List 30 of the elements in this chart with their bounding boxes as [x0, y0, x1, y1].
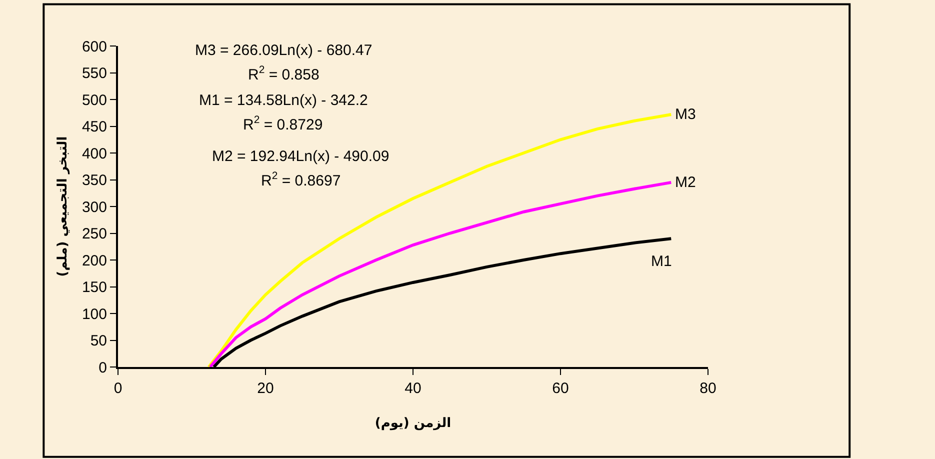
y-tick-label: 200 [82, 252, 107, 270]
y-axis-title: التبخر التجميعي (ملم) [55, 136, 70, 277]
annotation: R$^{2}$ = 0.858 [248, 64, 320, 84]
y-tick-label: 0 [98, 359, 107, 376]
y-tick-label: 450 [82, 118, 107, 136]
y-tick-label: 100 [82, 306, 107, 323]
y-tick-label: 600 [82, 38, 107, 56]
y-tick-label: 50 [90, 332, 107, 350]
annotation: M3 = 266.09Ln(x) - 680.47 [195, 42, 372, 59]
annotation: R$^{2}$ = 0.8697 [261, 170, 341, 190]
x-tick-label: 0 [114, 380, 122, 397]
x-tick-label: 40 [404, 380, 422, 397]
annotation: R$^{2}$ = 0.8729 [243, 114, 323, 134]
x-tick-label: 80 [700, 380, 716, 397]
x-tick-label: 20 [257, 380, 274, 397]
y-tick-label: 250 [82, 226, 107, 242]
line-series [207, 112, 673, 367]
y-tick-label: 300 [82, 198, 107, 216]
y-tick-label: 350 [82, 172, 107, 189]
series-label: M3 [675, 106, 696, 123]
annotation: M2 = 192.94Ln(x) - 490.09 [212, 148, 390, 165]
series-label: M2 [675, 174, 696, 191]
y-tick-label: 400 [82, 145, 107, 162]
y-tick-label: 150 [82, 279, 107, 296]
x-axis-title: الزمن (يوم) [374, 416, 452, 432]
annotation: M1 = 134.58Ln(x) - 342.2 [199, 92, 368, 109]
y-tick-label: 500 [82, 92, 107, 109]
x-tick-label: 60 [552, 380, 569, 397]
y-tick-label: 550 [82, 65, 107, 82]
series-label: M1 [651, 253, 672, 270]
